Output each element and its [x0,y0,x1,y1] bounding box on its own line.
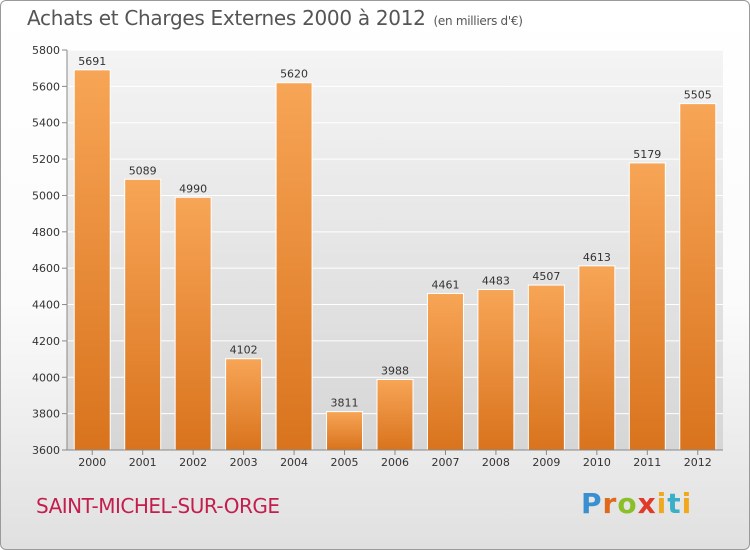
x-tick-label-2000: 2000 [78,456,106,469]
data-label-2007: 4461 [431,278,459,291]
x-tick-label-2003: 2003 [230,456,258,469]
data-label-2008: 4483 [482,274,510,287]
data-label-2001: 5089 [129,164,157,177]
bar-2011 [628,162,666,451]
y-tick-label: 4800 [32,226,60,239]
bar-2009 [527,284,565,451]
y-tick-label: 5400 [32,117,60,130]
chart-title-text: Achats et Charges Externes 2000 à 2012 [27,6,426,30]
chart-title: Achats et Charges Externes 2000 à 2012 (e… [27,6,523,30]
x-tick-label-2007: 2007 [431,456,459,469]
x-tick-label-2004: 2004 [280,456,308,469]
x-tick-label-2009: 2009 [532,456,560,469]
bar-2000 [73,69,111,451]
bar-2010 [578,265,616,451]
y-tick-label: 5600 [32,80,60,93]
y-tick-label: 4400 [32,299,60,312]
bar-2002 [174,196,212,451]
y-tick-label: 4200 [32,335,60,348]
data-label-2000: 5691 [78,55,106,68]
x-tick-label-2001: 2001 [129,456,157,469]
data-label-2012: 5505 [684,89,712,102]
y-tick-label: 5200 [32,153,60,166]
data-label-2003: 4102 [230,344,258,357]
x-tick-label-2002: 2002 [179,456,207,469]
y-tick-label: 3600 [32,444,60,457]
data-label-2002: 4990 [179,182,207,195]
x-tick-label-2005: 2005 [331,456,359,469]
y-tick-label: 5000 [32,189,60,202]
x-tick-label-2008: 2008 [482,456,510,469]
data-label-2011: 5179 [633,148,661,161]
y-tick-label: 4600 [32,262,60,275]
data-label-2005: 3811 [331,397,359,410]
commune-name: SAINT-MICHEL-SUR-ORGE [36,494,280,518]
data-label-2004: 5620 [280,68,308,81]
data-label-2009: 4507 [532,270,560,283]
x-tick-label-2010: 2010 [583,456,611,469]
data-label-2010: 4613 [583,251,611,264]
bar-2012 [679,103,717,451]
bar-2001 [124,178,162,451]
y-tick-label: 4000 [32,371,60,384]
bar-2003 [225,358,263,451]
bar-2004 [275,82,313,451]
x-tick-label-2006: 2006 [381,456,409,469]
bar-2005 [326,411,364,451]
bar-2008 [477,288,515,451]
chart-unit-label: (en milliers d'€) [433,14,523,28]
x-tick-label-2012: 2012 [684,456,712,469]
x-tick-label-2011: 2011 [633,456,661,469]
data-label-2006: 3988 [381,364,409,377]
proxiti-logo[interactable]: Proxiti [581,487,693,520]
bar-2006 [376,378,414,451]
y-tick-label: 5800 [32,44,60,57]
bar-2007 [426,292,464,451]
y-tick-label: 3800 [32,408,60,421]
